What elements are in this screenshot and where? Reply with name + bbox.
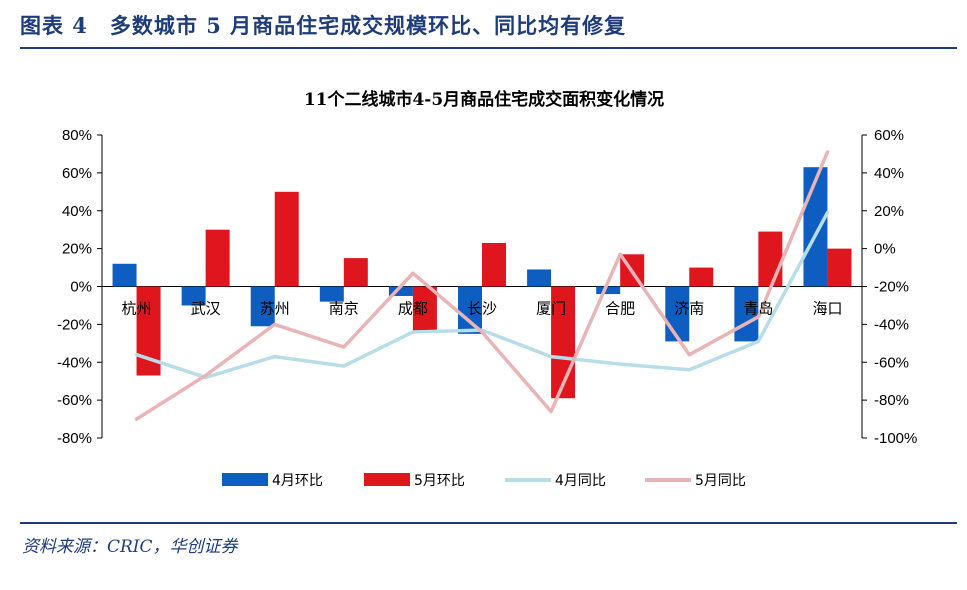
- category-label: 苏州: [260, 300, 290, 318]
- right-tick-label: 40%: [874, 165, 904, 182]
- right-tick-label: -60%: [874, 354, 909, 371]
- left-tick-label: -40%: [57, 354, 92, 371]
- right-tick-label: -20%: [874, 279, 909, 296]
- left-tick-label: -60%: [57, 392, 92, 409]
- category-label: 合肥: [605, 300, 635, 318]
- category-label: 青岛: [743, 300, 773, 318]
- legend-may-mom-label: 5月环比: [414, 473, 465, 489]
- category-label: 武汉: [191, 300, 221, 318]
- category-label: 南京: [329, 300, 359, 318]
- category-label: 济南: [674, 300, 704, 318]
- may-mom-bar: [827, 248, 852, 287]
- header-rule: [20, 47, 957, 49]
- may-mom-bar: [412, 286, 437, 332]
- legend-apr-yoy-label: 4月同比: [555, 473, 606, 489]
- legend-may-mom-swatch: [364, 473, 410, 486]
- apr-mom-bar: [112, 263, 137, 287]
- right-tick-label: -80%: [874, 392, 909, 409]
- legend: 4月环比 5月环比 4月同比 5月同比: [222, 473, 746, 489]
- apr-mom-bar: [458, 286, 482, 334]
- left-tick-label: 60%: [62, 165, 92, 182]
- bars-group: [112, 167, 852, 399]
- apr-mom-bar: [181, 286, 206, 306]
- apr-mom-bar: [665, 286, 690, 342]
- lines-group: [134, 150, 830, 421]
- left-tick-label: 40%: [62, 203, 92, 220]
- apr-mom-bar: [250, 286, 275, 327]
- apr-mom-bar: [388, 286, 413, 296]
- category-label: 成都: [398, 300, 428, 318]
- right-tick-label: -40%: [874, 316, 909, 333]
- apr-mom-bar: [734, 286, 759, 342]
- category-label: 杭州: [122, 300, 152, 318]
- source-note: 资料来源：CRIC，华创证券: [22, 537, 238, 557]
- figure-title: 图表 4 多数城市 5 月商品住宅成交规模环比、同比均有修复: [20, 13, 627, 38]
- may-mom-bar: [274, 191, 299, 287]
- category-labels: 杭州 武汉 苏州 南京 成都 长沙 厦门 合肥 济南 青岛 海口: [122, 300, 843, 318]
- right-tick-label: 0%: [874, 241, 896, 258]
- right-tick-label: 60%: [874, 127, 904, 144]
- left-tick-label: -80%: [57, 430, 92, 447]
- chart-title: 11个二线城市4-5月商品住宅成交面积变化情况: [304, 89, 664, 110]
- legend-apr-mom-swatch: [222, 473, 268, 486]
- may-mom-bar: [482, 242, 506, 287]
- may-mom-bar: [551, 286, 576, 399]
- left-axis-ticks: 80% 60% 40% 20% 0% -20% -40% -60% -80%: [57, 127, 102, 447]
- left-tick-label: 80%: [62, 127, 92, 144]
- category-label: 海口: [812, 300, 842, 318]
- apr-mom-bar: [803, 167, 828, 287]
- category-label: 厦门: [536, 300, 566, 318]
- left-tick-label: 20%: [62, 241, 92, 258]
- may-mom-bar: [343, 258, 368, 287]
- right-tick-label: -100%: [874, 430, 917, 447]
- apr-mom-bar: [319, 286, 344, 302]
- right-axis-ticks: 60% 40% 20% 0% -20% -40% -60% -80% -100%: [862, 127, 917, 447]
- may-mom-bar: [205, 229, 230, 287]
- may-mom-bar: [758, 231, 783, 287]
- left-tick-label: -20%: [57, 316, 92, 333]
- category-label: 长沙: [467, 300, 497, 318]
- left-tick-label: 0%: [70, 279, 92, 296]
- legend-apr-mom-label: 4月环比: [272, 473, 323, 489]
- chart: 11个二线城市4-5月商品住宅成交面积变化情况 80% 60% 40% 20% 0% -2…: [57, 89, 917, 489]
- apr-mom-bar: [527, 269, 552, 287]
- footer-rule: [20, 522, 957, 524]
- legend-may-yoy-label: 5月同比: [695, 473, 746, 489]
- may-yoy-line: [134, 150, 830, 421]
- may-mom-bar: [689, 267, 714, 287]
- apr-mom-bar: [596, 286, 621, 295]
- right-tick-label: 20%: [874, 203, 904, 220]
